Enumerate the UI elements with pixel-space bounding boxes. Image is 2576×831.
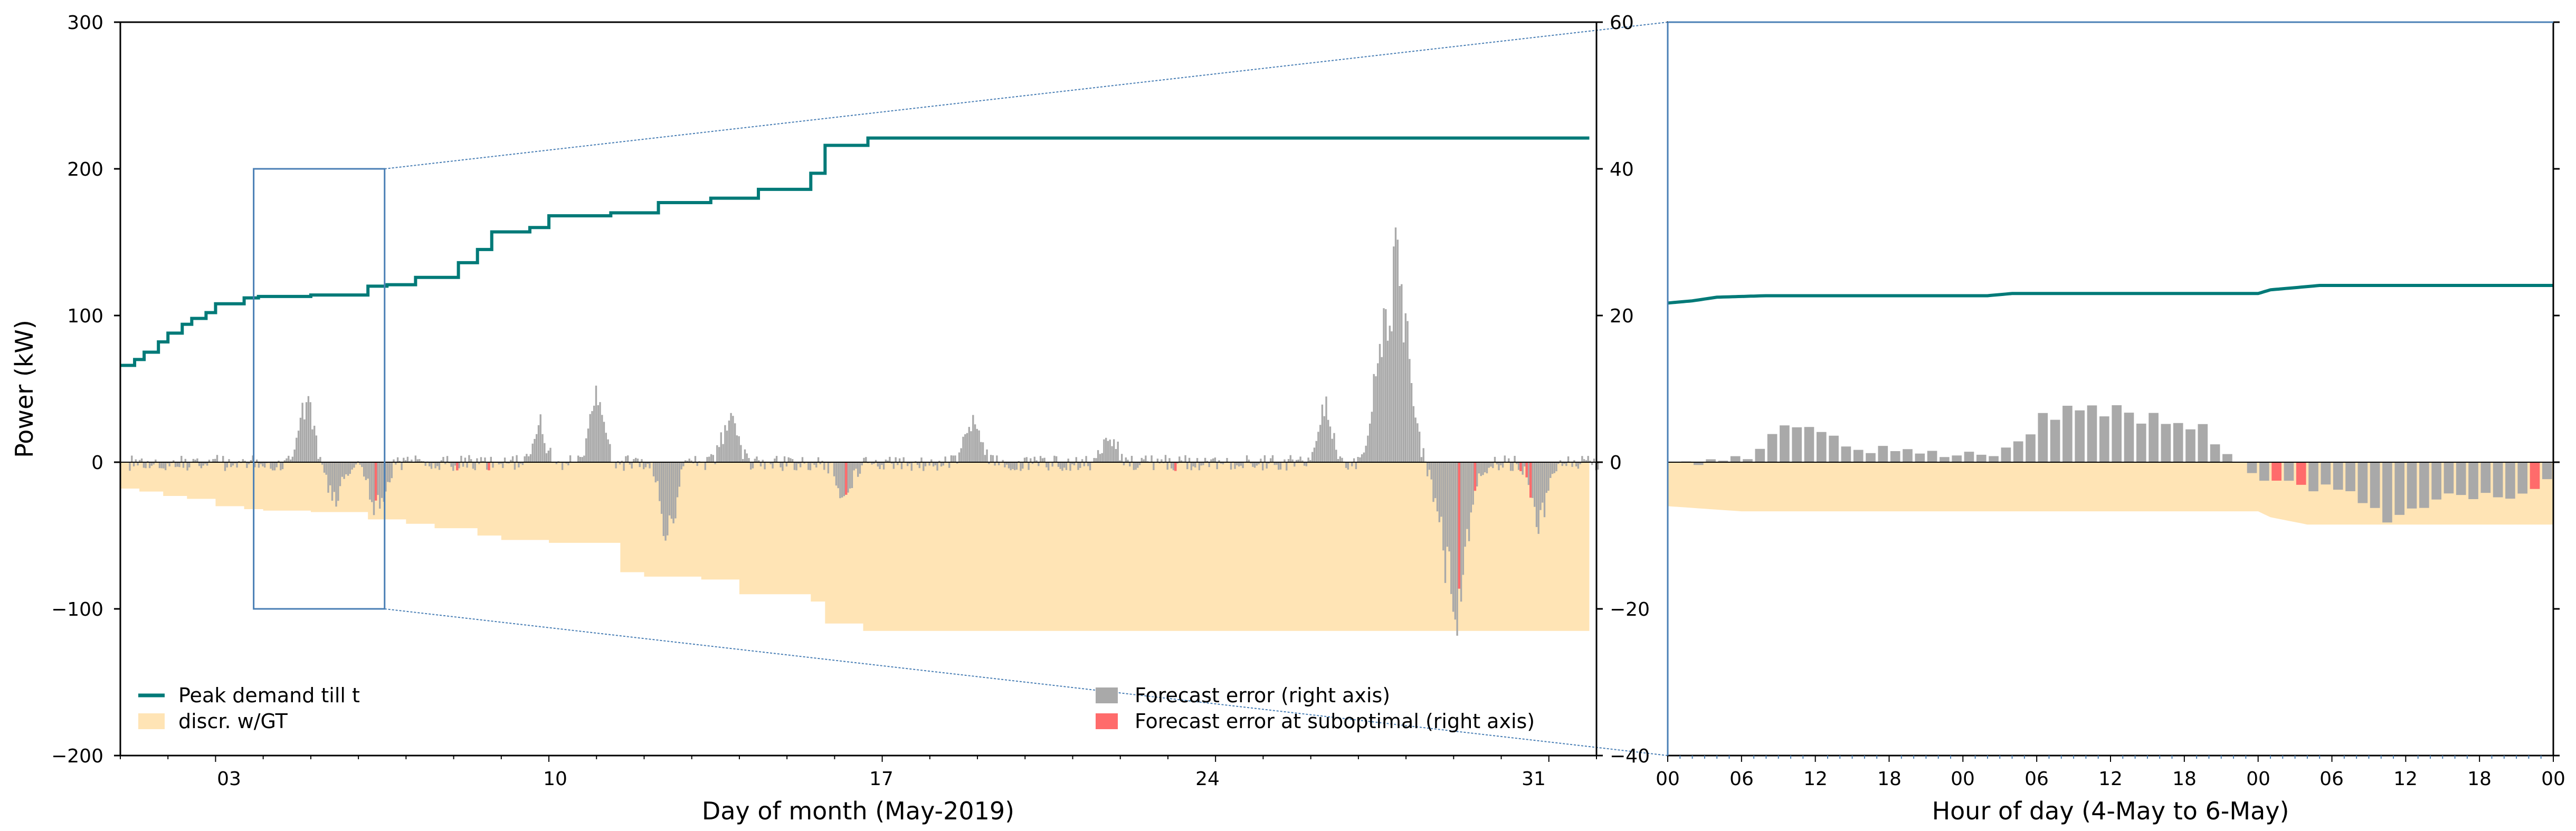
legend-discr-swatch xyxy=(138,713,165,729)
zoom-xtick-12: 00 xyxy=(2541,768,2565,790)
legend-forecast-error-swatch xyxy=(1096,687,1118,703)
axis-ticks xyxy=(114,21,2560,762)
zoom-xtick-0: 00 xyxy=(1656,768,1680,790)
zoom-plot-frame xyxy=(1667,21,2554,757)
peak-demand-line xyxy=(120,136,1590,367)
legend-discr-label: discr. w/GT xyxy=(178,710,288,733)
legend-forecast-subopt-swatch xyxy=(1096,713,1118,729)
zoom-discr-area xyxy=(1668,462,2553,525)
right-ytick-40: 40 xyxy=(1610,159,1634,180)
main-plot-frame xyxy=(119,21,1598,757)
main-xtick-17: 17 xyxy=(869,768,893,790)
zoom-xtick-4: 00 xyxy=(1951,768,1975,790)
right-ytick-minus40: −40 xyxy=(1610,746,1650,767)
main-x-axis-label: Day of month (May-2019) xyxy=(702,797,1014,825)
zoom-xtick-9: 06 xyxy=(2320,768,2344,790)
left-ytick-100: 100 xyxy=(67,305,103,327)
zoom-xtick-1: 06 xyxy=(1729,768,1754,790)
left-ytick-minus100: −100 xyxy=(51,599,103,620)
zoom-xtick-2: 12 xyxy=(1803,768,1828,790)
forecast-error-suboptimal-bars xyxy=(374,462,1532,589)
zoom-xtick-7: 18 xyxy=(2172,768,2197,790)
right-ytick-60: 60 xyxy=(1610,12,1634,34)
right-ytick-minus20: −20 xyxy=(1610,599,1650,620)
zoom-connector-top xyxy=(384,22,1668,169)
discr-area xyxy=(120,462,1596,631)
zoom-chart-marks xyxy=(1667,284,2553,525)
zoom-peak-demand-line xyxy=(1667,284,2553,305)
zoom-xtick-6: 12 xyxy=(2098,768,2123,790)
zoom-indicator-box xyxy=(253,168,386,610)
main-chart-marks xyxy=(120,22,1668,756)
zoom-xtick-11: 18 xyxy=(2467,768,2492,790)
zoom-xtick-3: 18 xyxy=(1877,768,1902,790)
legend-forecast-subopt-label: Forecast error at suboptimal (right axis… xyxy=(1135,710,1535,733)
right-ytick-20: 20 xyxy=(1610,305,1634,327)
main-xtick-03: 03 xyxy=(217,768,241,790)
legend-peak-label: Peak demand till t xyxy=(178,684,360,707)
zoom-x-axis-label: Hour of day (4-May to 6-May) xyxy=(1932,797,2289,825)
main-xtick-31: 31 xyxy=(1522,768,1546,790)
left-ytick-minus200: −200 xyxy=(51,746,103,767)
zoom-forecast-error-suboptimal-bars xyxy=(2271,462,2540,489)
zoom-connector-bottom xyxy=(384,608,1668,756)
zoom-xtick-8: 00 xyxy=(2246,768,2270,790)
left-ytick-300: 300 xyxy=(67,12,103,34)
right-ytick-0: 0 xyxy=(1610,452,1622,474)
zoom-xtick-10: 12 xyxy=(2393,768,2418,790)
zoom-xtick-5: 06 xyxy=(2024,768,2049,790)
legend: Peak demand till t discr. w/GT Forecast … xyxy=(138,684,1535,733)
main-y-axis-label: Power (kW) xyxy=(10,320,39,458)
main-xtick-10: 10 xyxy=(543,768,567,790)
left-ytick-0: 0 xyxy=(91,452,103,474)
left-ytick-200: 200 xyxy=(67,159,103,180)
main-xtick-24: 24 xyxy=(1195,768,1220,790)
legend-forecast-error-label: Forecast error (right axis) xyxy=(1135,684,1390,707)
